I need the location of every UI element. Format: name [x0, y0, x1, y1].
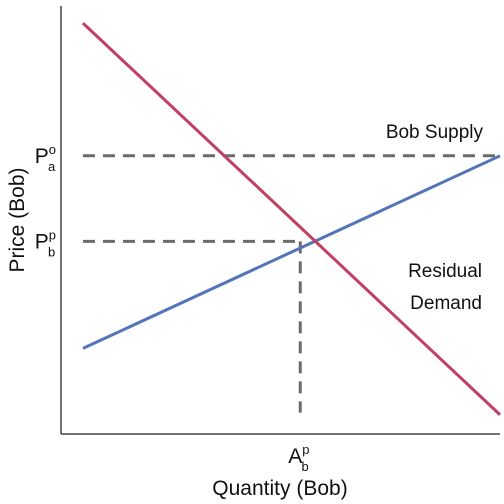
y-tick-label-pbp: Pp b [35, 227, 56, 259]
x-axis-title: Quantity (Bob) [212, 477, 347, 500]
series-line-bob-supply [82, 154, 501, 350]
x-tick-label-abp: Ap b [288, 442, 309, 474]
y-axis-title: Price (Bob) [6, 167, 29, 272]
y-tick-label-pao: Po a [35, 142, 56, 174]
annotation-residual: Residual [408, 261, 482, 282]
series-line-residual-demand [81, 22, 502, 416]
annotation-bob-supply: Bob Supply [386, 122, 484, 143]
annotation-demand: Demand [410, 293, 482, 314]
